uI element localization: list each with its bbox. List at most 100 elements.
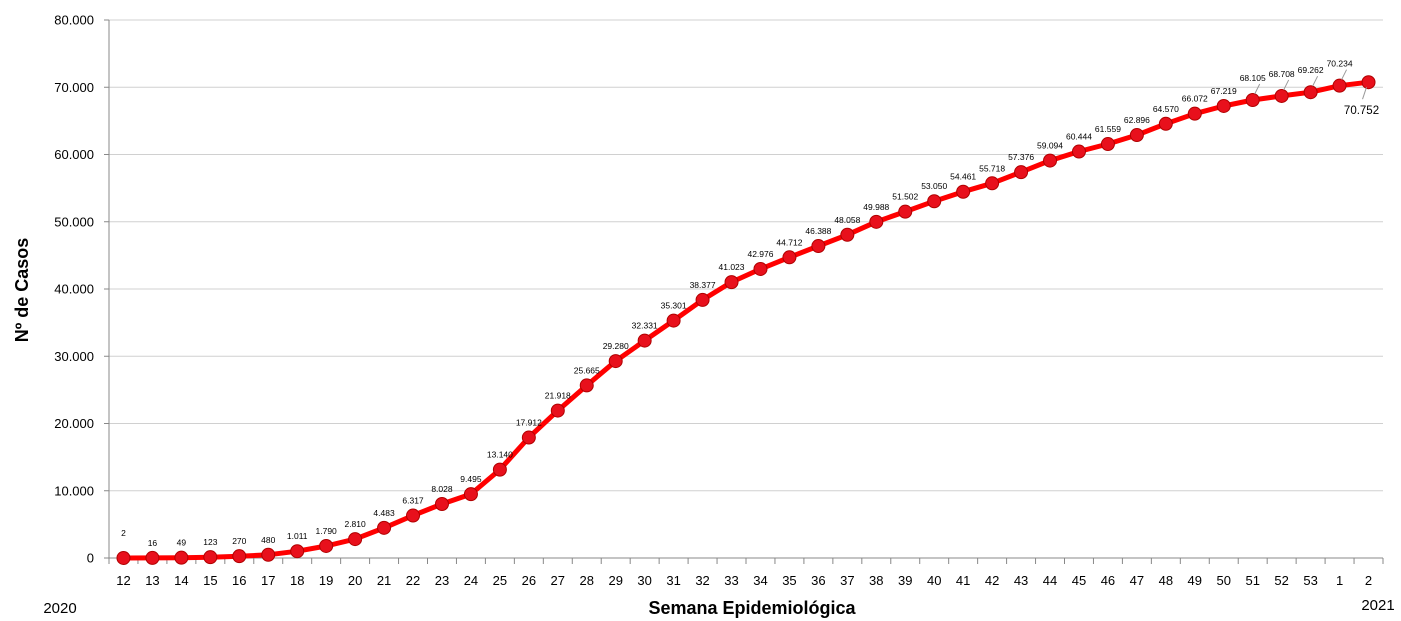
x-tick-label: 24	[464, 573, 478, 588]
data-point	[1129, 128, 1144, 143]
x-tick-label: 23	[435, 573, 449, 588]
x-tick-label: 36	[811, 573, 825, 588]
series-line	[123, 79, 1369, 561]
data-point	[840, 227, 855, 242]
data-point	[666, 313, 681, 328]
data-label: 123	[203, 537, 217, 547]
data-label: 62.896	[1124, 115, 1150, 125]
data-label: 16	[148, 538, 158, 548]
x-tick-label: 46	[1101, 573, 1115, 588]
data-point	[463, 487, 478, 502]
x-tick-label: 50	[1217, 573, 1231, 588]
data-point	[811, 239, 826, 254]
x-tick-label: 21	[377, 573, 391, 588]
x-tick-label: 38	[869, 573, 883, 588]
data-point	[985, 176, 1000, 191]
data-point	[1332, 78, 1347, 93]
data-point	[724, 275, 739, 290]
x-tick-label: 35	[782, 573, 796, 588]
data-point	[290, 544, 305, 559]
x-tick-label: 15	[203, 573, 217, 588]
data-point	[927, 194, 942, 209]
data-label: 68.708	[1269, 69, 1295, 79]
data-label: 4.483	[373, 508, 395, 518]
data-point	[1071, 144, 1086, 159]
data-point	[579, 378, 594, 393]
data-label: 6.317	[402, 496, 424, 506]
y-tick-label: 40.000	[54, 282, 94, 297]
data-label: 1.011	[287, 531, 308, 541]
data-point	[1014, 165, 1029, 180]
data-label: 17.912	[516, 418, 542, 428]
x-tick-label: 48	[1159, 573, 1173, 588]
x-axis-title: Semana Epidemiológica	[648, 598, 856, 618]
x-tick-label: 34	[753, 573, 767, 588]
data-point	[637, 333, 652, 348]
x-tick-label: 39	[898, 573, 912, 588]
data-point	[1043, 153, 1058, 168]
x-tick-label: 31	[666, 573, 680, 588]
x-tick-label: 17	[261, 573, 275, 588]
data-label: 64.570	[1153, 104, 1179, 114]
data-point	[1361, 75, 1376, 90]
data-label: 13.140	[487, 450, 513, 460]
data-point	[203, 550, 218, 565]
data-label: 69.262	[1298, 65, 1324, 75]
data-points	[116, 75, 1376, 565]
x-tick-label: 28	[580, 573, 594, 588]
x-tick-label: 27	[551, 573, 565, 588]
data-label: 68.105	[1240, 73, 1266, 83]
y-tick-label: 80.000	[54, 13, 94, 28]
data-point	[550, 403, 565, 418]
data-point	[521, 430, 536, 445]
x-tick-label: 2	[1365, 573, 1372, 588]
x-tick-label: 44	[1043, 573, 1057, 588]
data-point	[898, 204, 913, 219]
data-label: 53.050	[921, 181, 947, 191]
data-point	[145, 550, 160, 565]
data-label: 270	[232, 536, 246, 546]
data-label: 59.094	[1037, 141, 1063, 151]
data-label: 49.988	[863, 202, 889, 212]
data-point	[1216, 98, 1231, 113]
data-label: 32.331	[632, 321, 658, 331]
data-label: 48.058	[834, 215, 860, 225]
data-point	[753, 261, 768, 276]
data-label: 35.301	[661, 301, 687, 311]
data-label: 54.461	[950, 172, 976, 182]
x-tick-label: 40	[927, 573, 941, 588]
data-point	[1187, 106, 1202, 121]
x-tick-label: 30	[637, 573, 651, 588]
data-label: 57.376	[1008, 152, 1034, 162]
x-tick-label: 12	[116, 573, 130, 588]
y-tick-label: 10.000	[54, 483, 94, 498]
x-tick-label: 26	[522, 573, 536, 588]
data-point	[319, 538, 334, 553]
data-label: 480	[261, 535, 275, 545]
data-label: 60.444	[1066, 132, 1092, 142]
y-tick-label: 0	[87, 551, 94, 566]
y-tick-label: 70.000	[54, 80, 94, 95]
x-tick-label: 18	[290, 573, 304, 588]
x-tick-label: 52	[1274, 573, 1288, 588]
data-label: 44.712	[776, 237, 802, 247]
data-point	[434, 497, 449, 512]
data-label: 51.502	[892, 192, 918, 202]
x-tick-label: 41	[956, 573, 970, 588]
data-point	[377, 520, 392, 535]
data-point	[956, 184, 971, 199]
x-tick-label: 22	[406, 573, 420, 588]
data-label: 49	[177, 538, 187, 548]
x-tick-label: 25	[493, 573, 507, 588]
data-point	[348, 532, 363, 547]
data-point	[174, 550, 189, 565]
data-label: 8.028	[431, 484, 453, 494]
x-axis-ticks: 12 13 14 15 16 17 18 19 20 21 22 23 24 25 26 27 28 29 30 31…	[108, 558, 1384, 588]
x-tick-label: 33	[724, 573, 738, 588]
year-end-label: 2021	[1361, 597, 1394, 614]
x-tick-label: 13	[145, 573, 159, 588]
data-point	[695, 292, 710, 307]
x-tick-label: 32	[695, 573, 709, 588]
y-tick-label: 50.000	[54, 214, 94, 229]
y-axis-ticks: 0 10.000 20.000 30.000 40.000 50.000 60.000 70.…	[54, 13, 109, 566]
